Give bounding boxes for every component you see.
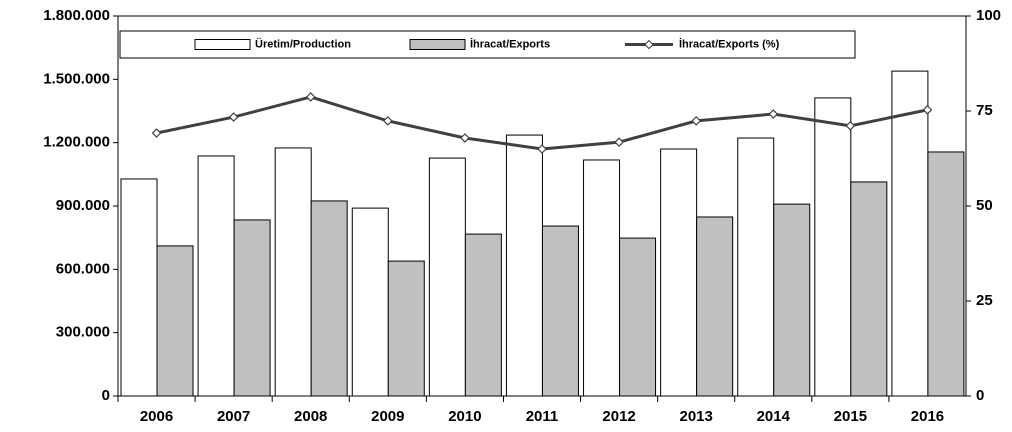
bar [387,260,425,397]
marker [151,128,162,138]
marker [305,92,316,102]
x-tick-label: 2009 [371,408,404,425]
y2-tick-label: 50 [976,197,993,214]
bar [541,225,579,397]
plot-frame [117,15,967,397]
bar [773,203,811,397]
y-tick-label: 600.000 [56,260,110,277]
y2-tick-label: 0 [976,387,984,404]
bar [120,178,158,397]
marker [845,120,856,131]
y-tick-label: 1.200.000 [43,134,110,151]
marker [537,144,547,154]
x-tick-label: 2014 [757,408,791,425]
x-tick-label: 2013 [679,408,712,425]
marker [691,116,702,126]
marker [228,112,239,122]
y-tick-label: 1.500.000 [43,70,110,87]
bar [696,216,734,397]
y2-tick-label: 100 [976,7,1001,24]
bar [927,151,965,397]
marker [460,133,470,143]
legend-marker [644,39,654,50]
bar [583,159,621,397]
bar [891,70,929,397]
bar [505,134,543,397]
bar [156,245,194,397]
marker [382,116,393,126]
y-tick-label: 0 [102,387,110,404]
legend-swatch [409,39,466,50]
bar [660,148,698,397]
x-tick-label: 2007 [217,408,250,425]
x-tick-label: 2011 [526,408,559,425]
x-tick-label: 2015 [834,408,867,425]
bar [428,157,466,397]
marker [922,105,933,115]
legend-label: Üretim/Production [255,37,351,50]
x-tick-label: 2008 [294,408,327,425]
bar [310,200,348,397]
legend-label: İhracat/Exports [470,37,550,50]
y-tick-label: 900.000 [56,197,110,214]
y2-tick-label: 25 [976,292,993,309]
marker [768,109,779,119]
bar [814,97,852,397]
x-tick-label: 2006 [140,408,173,425]
bar [197,155,235,397]
bar [464,233,502,397]
x-tick-label: 2010 [448,408,481,425]
legend-swatch [194,39,251,50]
y-tick-label: 1.800.000 [43,7,110,24]
marker [614,137,624,148]
bar [619,237,657,397]
legend-label: İhracat/Exports (%) [679,37,780,50]
bar [351,207,389,397]
x-tick-label: 2012 [602,408,635,425]
y-tick-label: 300.000 [56,324,110,341]
x-tick-label: 2016 [911,408,944,425]
bar [233,219,271,397]
bar [737,137,775,397]
y2-tick-label: 75 [976,102,993,119]
bar [274,147,312,397]
bar [850,181,888,397]
